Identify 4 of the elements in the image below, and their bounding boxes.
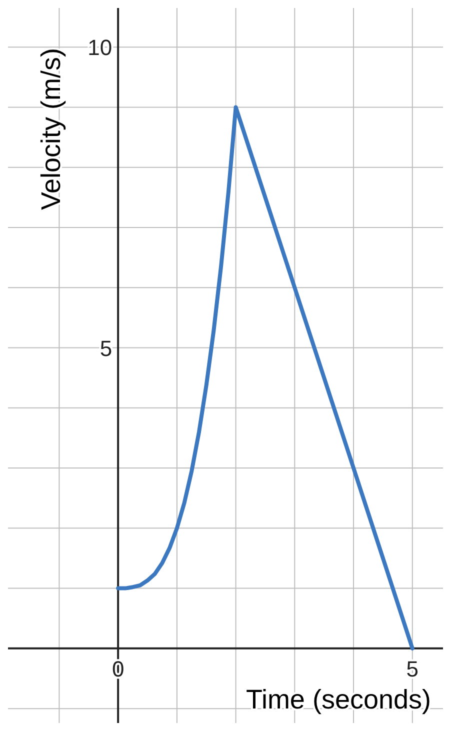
line-series	[116, 105, 414, 650]
y-tick-label: 10	[88, 35, 112, 60]
x-axis-title: Time (seconds)	[246, 684, 431, 714]
y-axis-title: Velocity (m/s)	[36, 48, 66, 210]
